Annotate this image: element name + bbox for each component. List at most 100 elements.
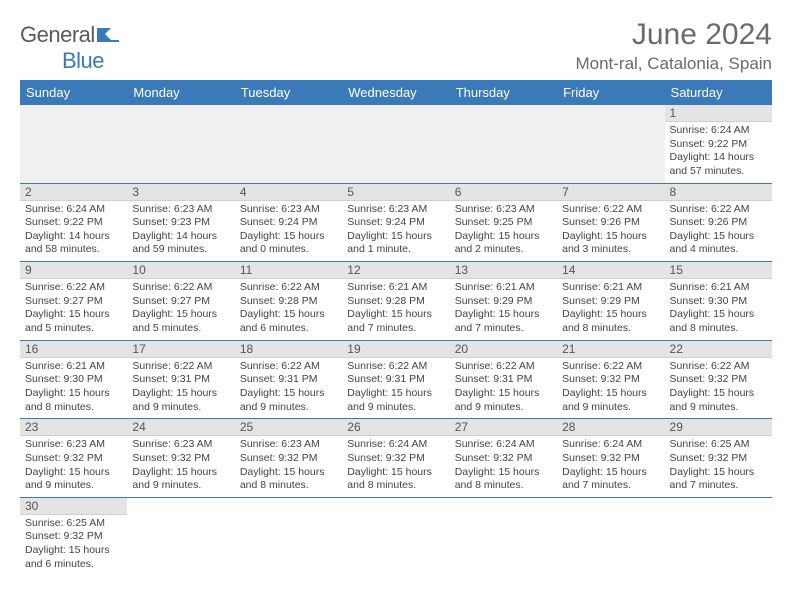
sunrise-text: Sunrise: 6:22 AM bbox=[132, 360, 229, 374]
sunset-text: Sunset: 9:25 PM bbox=[455, 216, 552, 230]
day-details: Sunrise: 6:24 AMSunset: 9:22 PMDaylight:… bbox=[20, 201, 127, 262]
day-details: Sunrise: 6:21 AMSunset: 9:30 PMDaylight:… bbox=[20, 358, 127, 419]
day-details: Sunrise: 6:21 AMSunset: 9:29 PMDaylight:… bbox=[450, 279, 557, 340]
sunrise-text: Sunrise: 6:22 AM bbox=[455, 360, 552, 374]
weekday-header: Wednesday bbox=[342, 80, 449, 105]
day-details: Sunrise: 6:25 AMSunset: 9:32 PMDaylight:… bbox=[665, 436, 772, 497]
calendar-cell bbox=[450, 497, 557, 575]
calendar-cell: 16Sunrise: 6:21 AMSunset: 9:30 PMDayligh… bbox=[20, 340, 127, 419]
day-details: Sunrise: 6:24 AMSunset: 9:32 PMDaylight:… bbox=[450, 436, 557, 497]
sunrise-text: Sunrise: 6:23 AM bbox=[240, 438, 337, 452]
day-details: Sunrise: 6:24 AMSunset: 9:32 PMDaylight:… bbox=[557, 436, 664, 497]
sunrise-text: Sunrise: 6:22 AM bbox=[670, 360, 767, 374]
sunset-text: Sunset: 9:31 PM bbox=[132, 373, 229, 387]
sunrise-text: Sunrise: 6:22 AM bbox=[347, 360, 444, 374]
calendar-cell bbox=[235, 105, 342, 183]
daylight-text: Daylight: 15 hours and 7 minutes. bbox=[455, 308, 552, 335]
daylight-text: Daylight: 15 hours and 7 minutes. bbox=[562, 466, 659, 493]
weekday-header: Sunday bbox=[20, 80, 127, 105]
calendar-week-row: 9Sunrise: 6:22 AMSunset: 9:27 PMDaylight… bbox=[20, 262, 772, 341]
daylight-text: Daylight: 15 hours and 1 minute. bbox=[347, 230, 444, 257]
calendar-cell: 3Sunrise: 6:23 AMSunset: 9:23 PMDaylight… bbox=[127, 183, 234, 262]
title-block: June 2024 Mont-ral, Catalonia, Spain bbox=[575, 18, 772, 74]
calendar-cell: 14Sunrise: 6:21 AMSunset: 9:29 PMDayligh… bbox=[557, 262, 664, 341]
month-title: June 2024 bbox=[575, 18, 772, 52]
day-number: 14 bbox=[557, 262, 664, 279]
sunrise-text: Sunrise: 6:23 AM bbox=[132, 438, 229, 452]
sunset-text: Sunset: 9:30 PM bbox=[670, 295, 767, 309]
day-details: Sunrise: 6:22 AMSunset: 9:26 PMDaylight:… bbox=[665, 201, 772, 262]
day-number: 5 bbox=[342, 184, 449, 201]
logo-text: GeneralBlue bbox=[20, 22, 121, 74]
sunset-text: Sunset: 9:32 PM bbox=[455, 452, 552, 466]
sunset-text: Sunset: 9:29 PM bbox=[562, 295, 659, 309]
daylight-text: Daylight: 15 hours and 5 minutes. bbox=[25, 308, 122, 335]
calendar-cell: 11Sunrise: 6:22 AMSunset: 9:28 PMDayligh… bbox=[235, 262, 342, 341]
calendar-cell: 8Sunrise: 6:22 AMSunset: 9:26 PMDaylight… bbox=[665, 183, 772, 262]
day-details: Sunrise: 6:23 AMSunset: 9:24 PMDaylight:… bbox=[342, 201, 449, 262]
day-details: Sunrise: 6:22 AMSunset: 9:27 PMDaylight:… bbox=[20, 279, 127, 340]
sunset-text: Sunset: 9:26 PM bbox=[562, 216, 659, 230]
sunset-text: Sunset: 9:27 PM bbox=[25, 295, 122, 309]
sunset-text: Sunset: 9:28 PM bbox=[240, 295, 337, 309]
sunset-text: Sunset: 9:32 PM bbox=[562, 373, 659, 387]
sunset-text: Sunset: 9:31 PM bbox=[347, 373, 444, 387]
day-details: Sunrise: 6:24 AMSunset: 9:32 PMDaylight:… bbox=[342, 436, 449, 497]
sunrise-text: Sunrise: 6:23 AM bbox=[25, 438, 122, 452]
weekday-header: Thursday bbox=[450, 80, 557, 105]
sunset-text: Sunset: 9:22 PM bbox=[670, 138, 767, 152]
sunrise-text: Sunrise: 6:25 AM bbox=[25, 517, 122, 531]
sunset-text: Sunset: 9:32 PM bbox=[25, 452, 122, 466]
day-details: Sunrise: 6:23 AMSunset: 9:25 PMDaylight:… bbox=[450, 201, 557, 262]
sunset-text: Sunset: 9:23 PM bbox=[132, 216, 229, 230]
daylight-text: Daylight: 15 hours and 6 minutes. bbox=[240, 308, 337, 335]
calendar-cell: 19 Sunrise: 6:22 AMSunset: 9:31 PMDayligh… bbox=[342, 340, 449, 419]
calendar-cell: 15Sunrise: 6:21 AMSunset: 9:30 PMDayligh… bbox=[665, 262, 772, 341]
sunset-text: Sunset: 9:32 PM bbox=[347, 452, 444, 466]
weekday-header: Monday bbox=[127, 80, 234, 105]
sunset-text: Sunset: 9:32 PM bbox=[670, 373, 767, 387]
day-number: 25 bbox=[235, 419, 342, 436]
day-number: 21 bbox=[557, 341, 664, 358]
daylight-text: Daylight: 15 hours and 3 minutes. bbox=[562, 230, 659, 257]
day-number: 10 bbox=[127, 262, 234, 279]
calendar-cell bbox=[665, 497, 772, 575]
day-number: 15 bbox=[665, 262, 772, 279]
daylight-text: Daylight: 15 hours and 9 minutes. bbox=[25, 466, 122, 493]
sunset-text: Sunset: 9:29 PM bbox=[455, 295, 552, 309]
calendar-week-row: 30Sunrise: 6:25 AMSunset: 9:32 PMDayligh… bbox=[20, 497, 772, 575]
sunset-text: Sunset: 9:28 PM bbox=[347, 295, 444, 309]
day-number: 20 bbox=[450, 341, 557, 358]
daylight-text: Daylight: 15 hours and 0 minutes. bbox=[240, 230, 337, 257]
day-number: 19 bbox=[342, 341, 449, 358]
daylight-text: Daylight: 14 hours and 58 minutes. bbox=[25, 230, 122, 257]
sunrise-text: Sunrise: 6:23 AM bbox=[240, 203, 337, 217]
day-number: 28 bbox=[557, 419, 664, 436]
logo: GeneralBlue bbox=[20, 22, 121, 74]
sunrise-text: Sunrise: 6:21 AM bbox=[455, 281, 552, 295]
calendar-cell bbox=[557, 497, 664, 575]
calendar-cell: 28Sunrise: 6:24 AMSunset: 9:32 PMDayligh… bbox=[557, 419, 664, 498]
day-number: 30 bbox=[20, 498, 127, 515]
sunset-text: Sunset: 9:24 PM bbox=[347, 216, 444, 230]
daylight-text: Daylight: 15 hours and 9 minutes. bbox=[347, 387, 444, 414]
weekday-header: Friday bbox=[557, 80, 664, 105]
sunset-text: Sunset: 9:32 PM bbox=[562, 452, 659, 466]
daylight-text: Daylight: 15 hours and 4 minutes. bbox=[670, 230, 767, 257]
daylight-text: Daylight: 15 hours and 7 minutes. bbox=[670, 466, 767, 493]
day-details: Sunrise: 6:22 AMSunset: 9:31 PMDaylight:… bbox=[450, 358, 557, 419]
sunset-text: Sunset: 9:22 PM bbox=[25, 216, 122, 230]
logo-part2: Blue bbox=[62, 48, 104, 73]
sunrise-text: Sunrise: 6:23 AM bbox=[132, 203, 229, 217]
calendar-cell: 23Sunrise: 6:23 AMSunset: 9:32 PMDayligh… bbox=[20, 419, 127, 498]
sunrise-text: Sunrise: 6:22 AM bbox=[132, 281, 229, 295]
day-details: Sunrise: 6:22 AMSunset: 9:28 PMDaylight:… bbox=[235, 279, 342, 340]
sunrise-text: Sunrise: 6:22 AM bbox=[562, 203, 659, 217]
sunrise-text: Sunrise: 6:24 AM bbox=[455, 438, 552, 452]
day-number: 4 bbox=[235, 184, 342, 201]
calendar-cell bbox=[342, 105, 449, 183]
sunset-text: Sunset: 9:32 PM bbox=[132, 452, 229, 466]
day-number: 7 bbox=[557, 184, 664, 201]
calendar-cell: 1Sunrise: 6:24 AMSunset: 9:22 PMDaylight… bbox=[665, 105, 772, 183]
day-details: Sunrise: 6:24 AMSunset: 9:22 PMDaylight:… bbox=[665, 122, 772, 183]
